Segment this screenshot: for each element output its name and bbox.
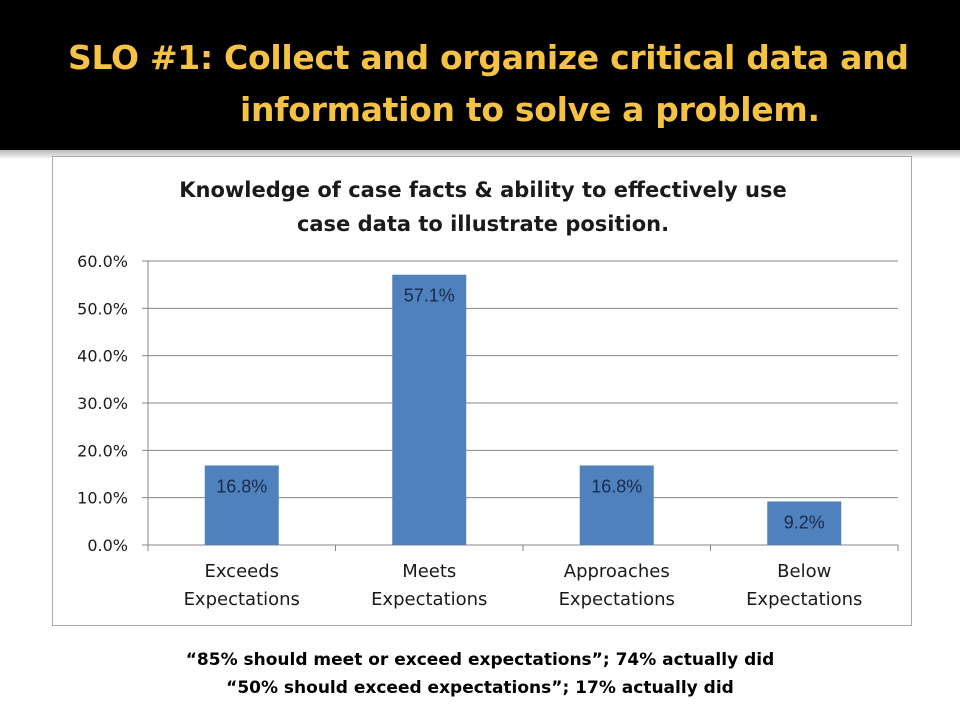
bar-chart: Knowledge of case facts & ability to eff…	[77, 178, 899, 610]
category-label-4: Below	[777, 561, 831, 582]
chart-container: Knowledge of case facts & ability to eff…	[52, 156, 912, 626]
category-label-3: Approaches	[564, 561, 670, 582]
slide-title-line-1: SLO #1: Collect and organize critical da…	[68, 38, 909, 77]
data-label-2: 57.1%	[404, 286, 455, 306]
slide-title-area: SLO #1: Collect and organize critical da…	[0, 0, 960, 150]
category-label-4: Expectations	[746, 589, 862, 610]
category-label-1: Expectations	[184, 589, 300, 610]
bar-4	[767, 501, 842, 545]
y-tick-label: 60.0%	[77, 252, 128, 271]
y-tick-label: 0.0%	[87, 536, 128, 555]
y-tick-label: 40.0%	[77, 347, 128, 366]
data-label-4: 9.2%	[784, 512, 825, 532]
bar-2	[392, 274, 467, 545]
bar-1	[204, 465, 279, 545]
footnote-line-2: “50% should exceed expectations”; 17% ac…	[226, 678, 734, 698]
category-label-2: Meets	[402, 561, 456, 582]
chart-title-line-1: Knowledge of case facts & ability to eff…	[179, 178, 787, 202]
data-label-3: 16.8%	[591, 476, 642, 496]
y-tick-label: 20.0%	[77, 441, 128, 460]
category-label-3: Expectations	[559, 589, 675, 610]
category-label-1: Exceeds	[204, 561, 279, 582]
y-tick-label: 10.0%	[77, 489, 128, 508]
slide-title-line-2: information to solve a problem.	[240, 90, 820, 129]
y-tick-label: 50.0%	[77, 299, 128, 318]
category-label-2: Expectations	[371, 589, 487, 610]
chart-title-line-2: case data to illustrate position.	[297, 212, 669, 236]
footnote-line-1: “85% should meet or exceed expectations”…	[185, 650, 775, 670]
data-label-1: 16.8%	[216, 476, 267, 496]
title-divider	[0, 150, 960, 158]
bar-3	[579, 465, 654, 545]
y-tick-label: 30.0%	[77, 394, 128, 413]
